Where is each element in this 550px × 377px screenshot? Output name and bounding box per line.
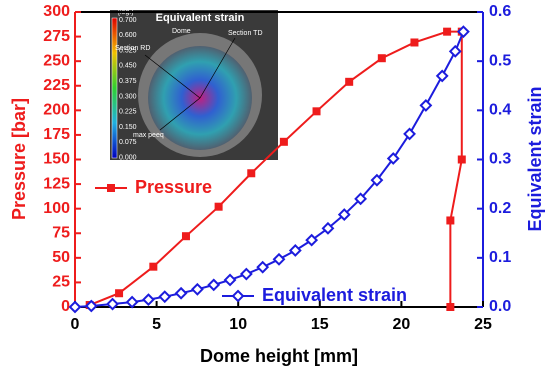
x-tick-label: 20: [393, 316, 411, 333]
marker: [207, 278, 221, 292]
y-tick-label: 125: [43, 175, 70, 192]
y2-tick-label: 0.2: [489, 200, 511, 217]
y2-tick-label: 0.6: [489, 3, 511, 20]
marker: [305, 233, 319, 247]
y2-tick-label: 0.4: [489, 102, 511, 119]
marker: [446, 216, 455, 225]
marker: [321, 221, 335, 235]
inset-title: Equivalent strain: [156, 12, 245, 24]
marker: [231, 289, 245, 303]
marker: [370, 173, 384, 187]
y-tick-label: 300: [43, 3, 70, 20]
y-tick-label: 200: [43, 102, 70, 119]
colorbar-label: 0.450: [119, 63, 137, 70]
marker: [386, 152, 400, 165]
marker: [435, 69, 449, 83]
marker: [272, 252, 286, 266]
colorbar-label: 0.600: [119, 32, 137, 39]
x-tick-label: 5: [152, 316, 161, 333]
marker: [223, 273, 237, 287]
colorbar-label: 0.375: [119, 78, 137, 85]
y-tick-label: 25: [52, 274, 70, 291]
marker: [181, 232, 190, 241]
inset-label: Dome: [172, 28, 191, 35]
y-tick-label: 175: [43, 126, 70, 143]
inset-label: max peeq: [133, 132, 164, 139]
marker: [84, 299, 98, 313]
y-tick-label: 0: [61, 298, 70, 315]
marker: [443, 27, 452, 36]
inset-label: Section TD: [228, 30, 263, 37]
marker: [410, 38, 419, 47]
colorbar-label: 0.000: [119, 155, 137, 162]
legend-label: Pressure: [135, 177, 212, 197]
y2-tick-label: 0.3: [489, 151, 511, 168]
inset-image: [110, 10, 278, 160]
x-tick-label: 10: [229, 316, 247, 333]
y-axis-label: Pressure [bar]: [9, 98, 29, 220]
marker: [448, 44, 462, 58]
x-axis-label: Dome height [mm]: [200, 346, 358, 366]
marker: [149, 262, 158, 271]
colorbar-label: 0.700: [119, 17, 137, 24]
marker: [256, 260, 270, 274]
marker: [403, 127, 416, 141]
x-tick-label: 25: [474, 316, 492, 333]
y-tick-label: 75: [52, 224, 70, 241]
marker: [279, 137, 288, 146]
marker: [115, 289, 124, 298]
marker: [214, 202, 223, 211]
marker: [312, 107, 321, 116]
colorbar-label: 0.150: [119, 124, 137, 131]
colorbar-label: 0.300: [119, 93, 137, 100]
marker: [68, 300, 82, 314]
y-tick-label: 225: [43, 77, 70, 94]
marker: [446, 303, 455, 311]
y2-axis-label: Equivalent strain: [525, 86, 545, 231]
marker: [377, 54, 386, 63]
y-tick-label: 100: [43, 200, 70, 217]
y-tick-label: 275: [43, 28, 70, 45]
marker: [345, 77, 354, 86]
x-tick-label: 15: [311, 316, 329, 333]
marker: [107, 184, 115, 192]
marker: [288, 244, 302, 257]
x-tick-label: 0: [71, 316, 80, 333]
legend-label: Equivalent strain: [262, 285, 407, 305]
marker: [142, 293, 155, 307]
y2-tick-label: 0.0: [489, 298, 511, 315]
marker: [125, 295, 139, 309]
inset-label: Section RD: [115, 45, 150, 52]
colorbar-label: 0.525: [119, 47, 137, 54]
y-tick-label: 50: [52, 249, 70, 266]
marker: [457, 25, 470, 39]
marker: [247, 169, 256, 178]
marker: [337, 208, 351, 221]
marker: [354, 192, 368, 206]
y-tick-label: 250: [43, 52, 70, 69]
y2-tick-label: 0.1: [489, 249, 511, 266]
colorbar-label: 0.075: [119, 139, 137, 146]
marker: [457, 155, 466, 164]
series-line: [89, 30, 463, 307]
marker: [106, 297, 119, 311]
marker: [239, 267, 253, 281]
marker: [419, 99, 433, 112]
marker: [158, 290, 172, 304]
y2-tick-label: 0.5: [489, 52, 511, 69]
marker: [174, 286, 188, 300]
y-tick-label: 150: [43, 151, 70, 168]
marker: [190, 282, 204, 296]
colorbar-label: 0.225: [119, 109, 137, 116]
